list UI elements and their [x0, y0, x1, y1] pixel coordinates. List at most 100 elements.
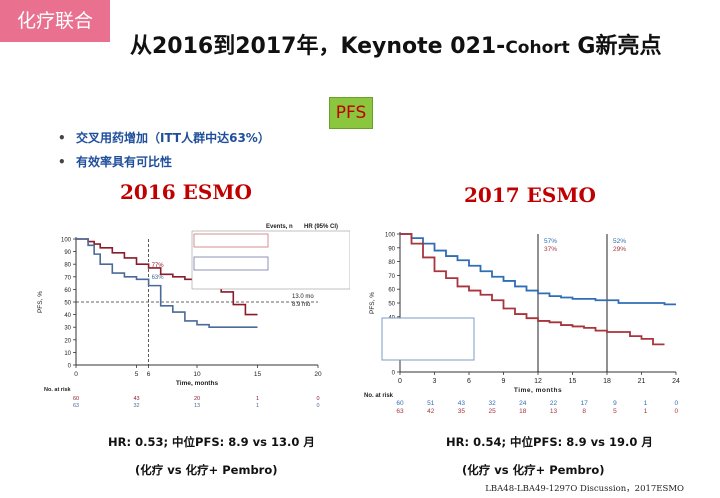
right-at-risk-value: 22: [550, 400, 558, 407]
title-end: G新亮点: [569, 34, 662, 59]
left-caption-groups: (化疗 vs 化疗+ Pembro): [135, 463, 278, 477]
right-at-risk-value: 42: [427, 408, 435, 415]
right-legend-box: [381, 317, 475, 361]
right-caption-hr: HR: 0.54; 中位PFS: 8.9 vs 19.0 月: [446, 435, 653, 449]
left-y-tick-label: 100: [61, 238, 72, 244]
left-legend-header: HR (95% CI): [304, 224, 338, 230]
left-y-tick-label: 70: [64, 275, 71, 281]
bullet-item: 有效率具有可比性: [58, 150, 270, 174]
bullet-item: 交叉用药增加（ITT人群中达63%）: [58, 126, 270, 150]
left-y-axis-label: PFS, %: [37, 291, 44, 313]
right-caption-groups: (化疗 vs 化疗+ Pembro): [462, 463, 605, 477]
left-at-risk-value: 60: [73, 396, 79, 402]
right-at-risk-value: 25: [488, 408, 496, 415]
left-x-tick-label: 5: [135, 371, 139, 378]
right-at-risk-value: 63: [396, 408, 404, 415]
section-tag: 化疗联合: [0, 0, 110, 42]
pfs-badge: PFS: [329, 97, 373, 129]
left-at-risk-value: 43: [133, 396, 139, 402]
right-y-tick-label: 50: [388, 302, 395, 308]
title-small: Cohort: [505, 38, 570, 58]
right-x-tick-label: 18: [603, 378, 611, 385]
right-at-risk-value: 0: [674, 408, 678, 415]
right-at-risk-value: 0: [674, 400, 678, 407]
right-km-curve: [400, 233, 665, 346]
right-at-risk-value: 9: [613, 400, 617, 407]
right-y-tick-label: 100: [385, 233, 396, 239]
right-at-risk-value: 32: [488, 400, 496, 407]
title-main: 从2016到2017年，Keynote 021-: [130, 34, 506, 59]
right-landmark-label: 29%: [613, 246, 626, 253]
left-median-label: 8.9 mo: [292, 302, 311, 308]
right-at-risk-value: 60: [396, 400, 404, 407]
left-y-tick-label: 20: [64, 338, 71, 344]
right-x-tick-label: 0: [398, 378, 402, 385]
right-landmark-label: 37%: [544, 246, 557, 253]
left-x-tick-label: 15: [254, 371, 262, 378]
right-at-risk-value: 18: [519, 408, 527, 415]
left-median-label: 13.0 mo: [292, 294, 314, 300]
left-landmark-label: 63%: [152, 275, 165, 281]
left-x-tick-label: 6: [147, 371, 151, 378]
slide-title: 从2016到2017年，Keynote 021-Cohort G新亮点: [130, 28, 661, 60]
right-y-axis-label: PFS, %: [369, 292, 376, 314]
right-at-risk-value: 51: [427, 400, 435, 407]
left-caption-hr: HR: 0.53; 中位PFS: 8.9 vs 13.0 月: [108, 435, 315, 449]
right-y-tick-label: 70: [388, 274, 395, 280]
left-at-risk-value: 0: [316, 403, 319, 409]
right-x-tick-label: 6: [467, 378, 471, 385]
right-landmark-label: 52%: [613, 238, 626, 245]
right-y-tick-label: 80: [388, 260, 395, 266]
left-y-tick-label: 30: [64, 326, 71, 332]
left-y-tick-label: 40: [64, 313, 71, 319]
left-km-curve: [76, 238, 258, 316]
left-at-risk-value: 1: [256, 396, 259, 402]
left-x-axis-label: Time, months: [176, 380, 219, 387]
left-at-risk-value: 32: [133, 403, 139, 409]
right-x-tick-label: 15: [569, 378, 577, 385]
right-at-risk-value: 13: [550, 408, 558, 415]
right-km-curve: [400, 233, 676, 306]
left-x-tick-label: 10: [193, 371, 201, 378]
right-km-plot: 10090807060504030201000369121518212457%3…: [364, 232, 680, 415]
bullet-list: 交叉用药增加（ITT人群中达63%） 有效率具有可比性: [58, 126, 270, 174]
left-legend-header: Events, n: [266, 224, 293, 230]
left-y-tick-label: 80: [64, 263, 71, 269]
right-at-risk-value: 5: [613, 408, 617, 415]
right-x-tick-label: 21: [638, 378, 646, 385]
left-x-tick-label: 0: [74, 371, 78, 378]
right-at-risk-label: No. at risk: [364, 393, 394, 399]
right-at-risk-value: 35: [458, 408, 466, 415]
left-heading: 2016 ESMO: [120, 180, 252, 204]
left-y-tick-label: 90: [64, 250, 71, 256]
right-x-tick-label: 3: [433, 378, 437, 385]
left-at-risk-value: 20: [194, 396, 200, 402]
right-x-tick-label: 12: [534, 378, 542, 385]
right-at-risk-value: 8: [582, 408, 586, 415]
left-at-risk-value: 63: [73, 403, 79, 409]
right-at-risk-value: 1: [644, 400, 648, 407]
right-x-axis-label: Time, months: [514, 387, 562, 394]
right-at-risk-value: 1: [644, 408, 648, 415]
right-at-risk-value: 43: [458, 400, 466, 407]
left-at-risk-value: 1: [256, 403, 259, 409]
right-x-tick-label: 9: [502, 378, 506, 385]
left-at-risk-value: 0: [316, 396, 319, 402]
left-at-risk-value: 13: [194, 403, 200, 409]
left-y-tick-label: 50: [64, 301, 71, 307]
right-landmark-label: 57%: [544, 238, 557, 245]
footer-citation: LBA48-LBA49-1297O Discussion，2017ESMO: [485, 484, 684, 494]
right-heading: 2017 ESMO: [464, 183, 596, 207]
left-km-curve: [76, 238, 258, 328]
left-x-tick-label: 20: [314, 371, 322, 378]
left-landmark-label: 77%: [152, 263, 165, 269]
right-y-tick-label: 60: [388, 288, 395, 294]
right-x-tick-label: 24: [672, 378, 680, 385]
right-at-risk-value: 24: [519, 400, 527, 407]
left-y-tick-label: 10: [64, 351, 71, 357]
left-y-tick-label: 0: [68, 364, 72, 370]
right-at-risk-value: 17: [581, 400, 589, 407]
left-at-risk-label: No. at risk: [44, 387, 72, 393]
left-y-tick-label: 60: [64, 288, 71, 294]
right-y-tick-label: 0: [392, 371, 396, 377]
